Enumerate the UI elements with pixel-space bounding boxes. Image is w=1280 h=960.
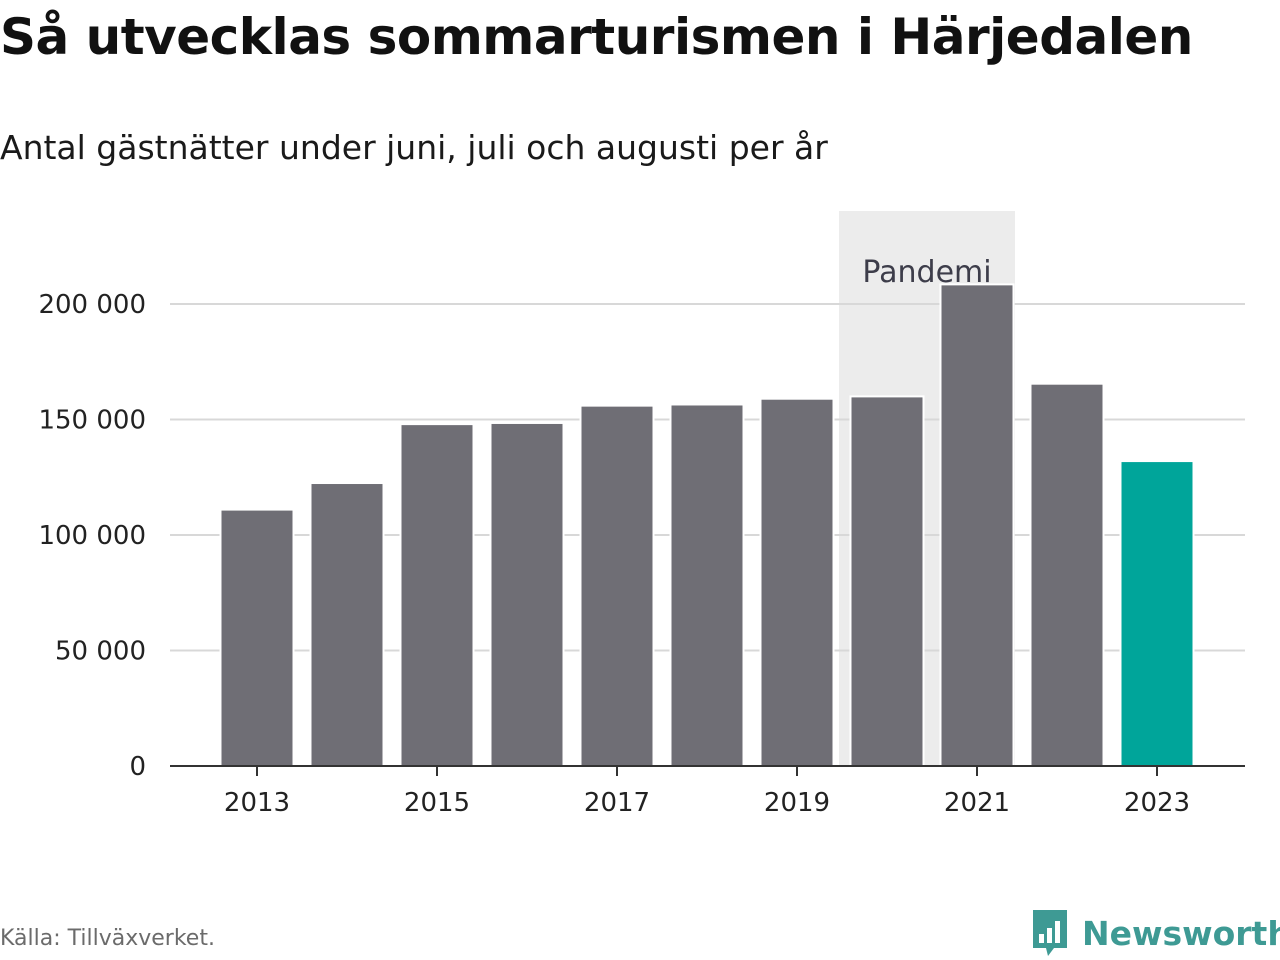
y-tick-label: 200 000	[38, 290, 146, 320]
bar-2019	[759, 397, 835, 767]
x-tick-label: 2015	[404, 788, 470, 818]
bar-chart: 0 50 000 100 000 150 000 200 000 Pandemi 2013 2…	[38, 211, 1245, 818]
source-note: Källa: Tillväxverket.	[0, 926, 215, 951]
x-tick-label: 2013	[224, 788, 290, 818]
chart-title: Så utvecklas sommarturismen i Härjedalen	[0, 8, 1193, 66]
bar-2015	[399, 423, 475, 767]
y-tick-label: 0	[129, 752, 146, 782]
bar-2018	[669, 403, 745, 767]
bar-2022	[1029, 382, 1105, 767]
bar-chart-speech-bubble-icon	[1033, 910, 1067, 956]
bar-2020	[849, 395, 925, 767]
x-tick-label: 2021	[944, 788, 1010, 818]
pandemic-label: Pandemi	[862, 255, 991, 290]
brand-name: Newsworthy	[1082, 913, 1280, 953]
bar-2016	[489, 421, 565, 767]
bar-2013	[219, 508, 295, 767]
y-tick-label: 100 000	[38, 521, 146, 551]
x-tick-label: 2019	[764, 788, 830, 818]
bar-2017	[579, 404, 655, 767]
bar-2021	[939, 283, 1015, 767]
x-tick-label: 2017	[584, 788, 650, 818]
chart-subtitle: Antal gästnätter under juni, juli och au…	[0, 128, 828, 167]
bar-2014	[309, 482, 385, 767]
y-tick-label: 150 000	[38, 406, 146, 436]
brand-logo: Newsworthy	[1030, 908, 1280, 958]
bar-2023	[1119, 460, 1195, 767]
y-tick-label: 50 000	[55, 637, 146, 667]
x-tick-label: 2023	[1124, 788, 1190, 818]
